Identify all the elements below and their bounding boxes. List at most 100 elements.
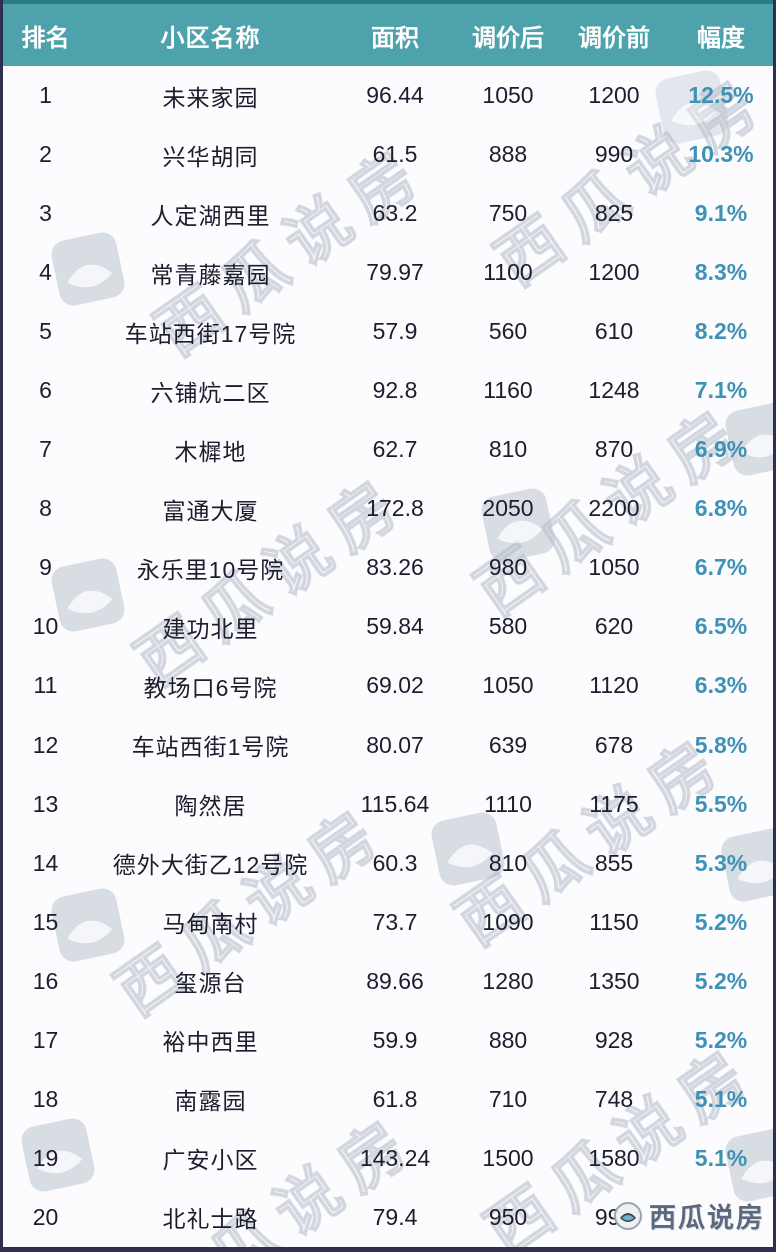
- area-cell: 96.44: [366, 82, 424, 109]
- price-after-cell: 888: [488, 141, 528, 168]
- change-pct-cell: 6.7%: [694, 554, 748, 581]
- rank-cell: 12: [32, 731, 59, 758]
- price-after-cell: 580: [488, 613, 528, 640]
- rank-cell: 20: [32, 1203, 59, 1230]
- price-after-cell: 810: [488, 849, 528, 876]
- price-after-cell: 750: [488, 200, 528, 227]
- area-cell: 63.2: [372, 200, 418, 227]
- change-pct-cell: 9.1%: [694, 200, 748, 227]
- price-before-cell: 825: [594, 200, 634, 227]
- header-price-before: 调价前: [578, 24, 650, 52]
- community-name-cell: 玺源台: [174, 970, 247, 997]
- area-cell: 79.4: [372, 1203, 418, 1230]
- price-before-cell: 1200: [588, 259, 640, 286]
- rank-cell: 3: [39, 200, 52, 227]
- change-pct-cell: 5.8%: [694, 731, 748, 758]
- rank-cell: 4: [39, 259, 52, 286]
- change-pct-cell: 5.1%: [694, 1085, 748, 1112]
- community-name-cell: 德外大街乙12号院: [112, 852, 309, 879]
- price-before-cell: 990: [594, 141, 634, 168]
- price-before-cell: 1050: [588, 554, 640, 581]
- change-pct-cell: 10.3%: [688, 141, 754, 168]
- rank-cell: 13: [32, 790, 59, 817]
- change-pct-cell: 5.2%: [694, 967, 748, 994]
- price-after-cell: 1110: [484, 790, 532, 817]
- community-name-cell: 人定湖西里: [150, 202, 271, 229]
- community-name-cell: 永乐里10号院: [136, 556, 285, 583]
- price-after-cell: 880: [488, 1026, 528, 1053]
- change-pct-cell: 12.5%: [688, 82, 754, 109]
- price-after-cell: 1090: [482, 908, 534, 935]
- watermelon-logo-icon: [614, 1201, 642, 1230]
- rank-cell: 6: [39, 377, 52, 404]
- table-row: 19 广安小区 143.24 1500 1580 5.1%: [3, 1129, 773, 1188]
- area-cell: 83.26: [366, 554, 424, 581]
- price-before-cell: 1120: [589, 672, 639, 699]
- area-cell: 59.9: [372, 1026, 418, 1053]
- table-row: 4 常青藤嘉园 79.97 1100 1200 8.3%: [3, 243, 773, 302]
- price-after-cell: 560: [488, 318, 528, 345]
- table-row: 12 车站西街1号院 80.07 639 678 5.8%: [3, 716, 773, 775]
- area-cell: 61.5: [372, 141, 418, 168]
- table-row: 6 六铺炕二区 92.8 1160 1248 7.1%: [3, 361, 773, 420]
- price-before-cell: 928: [594, 1026, 634, 1053]
- community-name-cell: 广安小区: [162, 1147, 259, 1174]
- rank-cell: 8: [39, 495, 52, 522]
- community-name-cell: 车站西街17号院: [124, 320, 297, 347]
- change-pct-cell: 6.8%: [694, 495, 748, 522]
- price-before-cell: 620: [594, 613, 634, 640]
- price-before-cell: 1200: [588, 82, 640, 109]
- change-pct-cell: 5.1%: [694, 1144, 748, 1171]
- table-row: 8 富通大厦 172.8 2050 2200 6.8%: [3, 479, 773, 538]
- area-cell: 62.7: [372, 436, 418, 463]
- price-after-cell: 810: [488, 436, 528, 463]
- area-cell: 172.8: [366, 495, 424, 522]
- area-cell: 80.07: [366, 731, 424, 758]
- price-before-cell: 1248: [588, 377, 640, 404]
- community-name-cell: 六铺炕二区: [150, 379, 271, 406]
- price-before-cell: 1580: [588, 1144, 640, 1171]
- community-name-cell: 木樨地: [174, 438, 247, 465]
- area-cell: 60.3: [372, 849, 418, 876]
- header-rank: 排名: [21, 24, 70, 52]
- area-cell: 73.7: [372, 908, 418, 935]
- price-after-cell: 1280: [482, 967, 534, 994]
- table-header: 排名 小区名称 面积 调价后 调价前 幅度: [3, 0, 773, 66]
- community-name-cell: 兴华胡同: [162, 143, 259, 170]
- rank-cell: 18: [32, 1085, 59, 1112]
- table-row: 7 木樨地 62.7 810 870 6.9%: [3, 420, 773, 479]
- rank-cell: 5: [39, 318, 52, 345]
- table-row: 2 兴华胡同 61.5 888 990 10.3%: [3, 125, 773, 184]
- community-name-cell: 车站西街1号院: [131, 734, 290, 761]
- rank-cell: 2: [39, 141, 52, 168]
- price-after-cell: 1050: [482, 672, 534, 699]
- area-cell: 143.24: [359, 1144, 431, 1171]
- rank-cell: 10: [32, 613, 59, 640]
- community-name-cell: 北礼士路: [162, 1206, 259, 1233]
- price-after-cell: 980: [488, 554, 528, 581]
- change-pct-cell: 6.9%: [694, 436, 748, 463]
- price-before-cell: 1150: [589, 908, 639, 935]
- price-after-cell: 639: [488, 731, 528, 758]
- change-pct-cell: 8.2%: [694, 318, 748, 345]
- change-pct-cell: 5.2%: [694, 908, 748, 935]
- price-after-cell: 710: [488, 1085, 528, 1112]
- area-cell: 57.9: [372, 318, 418, 345]
- table-row: 11 教场口6号院 69.02 1050 1120 6.3%: [3, 656, 773, 715]
- change-pct-cell: 5.3%: [694, 849, 748, 876]
- table-row: 13 陶然居 115.64 1110 1175 5.5%: [3, 775, 773, 834]
- table-row: 18 南露园 61.8 710 748 5.1%: [3, 1070, 773, 1129]
- price-before-cell: 855: [594, 849, 634, 876]
- community-name-cell: 教场口6号院: [143, 674, 278, 701]
- area-cell: 92.8: [372, 377, 418, 404]
- rank-cell: 9: [39, 554, 52, 581]
- price-before-cell: 1175: [589, 790, 639, 817]
- price-before-cell: 748: [594, 1085, 634, 1112]
- rank-cell: 1: [39, 82, 52, 109]
- area-cell: 69.02: [366, 672, 424, 699]
- community-name-cell: 陶然居: [174, 793, 247, 820]
- community-name-cell: 富通大厦: [162, 497, 259, 524]
- price-after-cell: 950: [488, 1203, 528, 1230]
- brand-logo-text: 西瓜说房: [649, 1203, 765, 1233]
